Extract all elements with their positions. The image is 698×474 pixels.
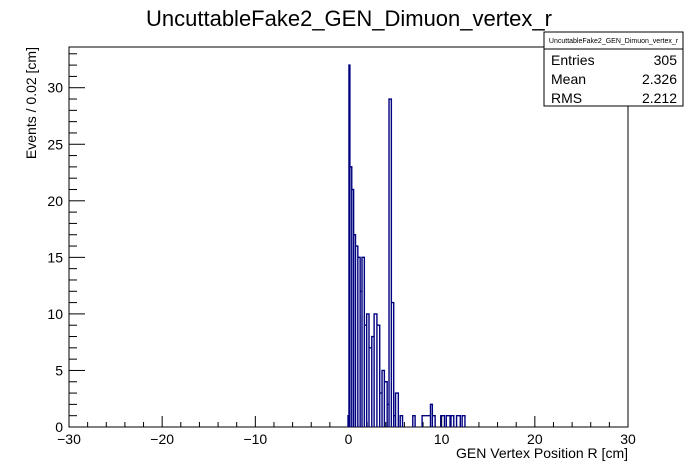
stats-box: UncuttableFake2_GEN_Dimuon_vertex_r Entr… (543, 31, 684, 107)
y-tick-label: 10 (47, 306, 63, 322)
x-tick-label: 10 (434, 431, 450, 447)
histogram-series (347, 64, 466, 427)
y-tick-label: 20 (47, 193, 63, 209)
y-tick-label: 5 (55, 362, 63, 378)
x-tick-label: 30 (620, 431, 636, 447)
x-tick-label: 0 (345, 431, 353, 447)
stats-box-title: UncuttableFake2_GEN_Dimuon_vertex_r (549, 38, 679, 45)
chart-title: UncuttableFake2_GEN_Dimuon_vertex_r (146, 6, 552, 31)
x-axis-ticks (68, 416, 629, 427)
y-axis-ticks (69, 53, 85, 428)
y-axis-tick-labels: 0 5 10 15 20 25 30 (47, 80, 63, 435)
y-tick-label: 0 (55, 419, 63, 435)
stats-mean-value: 2.326 (642, 71, 677, 87)
x-tick-label: −20 (150, 431, 174, 447)
y-tick-label: 30 (47, 80, 63, 96)
stats-rms-label: RMS (551, 90, 582, 106)
stats-entries-label: Entries (551, 52, 595, 68)
stats-box-frame (543, 31, 684, 107)
x-tick-label: 20 (527, 431, 543, 447)
stats-entries-value: 305 (654, 52, 678, 68)
x-axis-tick-labels: −30 −20 −10 0 10 20 30 (57, 431, 636, 447)
stats-mean-label: Mean (551, 71, 586, 87)
y-tick-label: 25 (47, 136, 63, 152)
x-tick-label: −10 (243, 431, 267, 447)
stats-rms-value: 2.212 (642, 90, 677, 106)
y-tick-label: 15 (47, 249, 63, 265)
y-axis-label: Events / 0.02 [cm] (23, 47, 39, 159)
x-tick-label: −30 (57, 431, 81, 447)
x-axis-label: GEN Vertex Position R [cm] (456, 445, 628, 461)
